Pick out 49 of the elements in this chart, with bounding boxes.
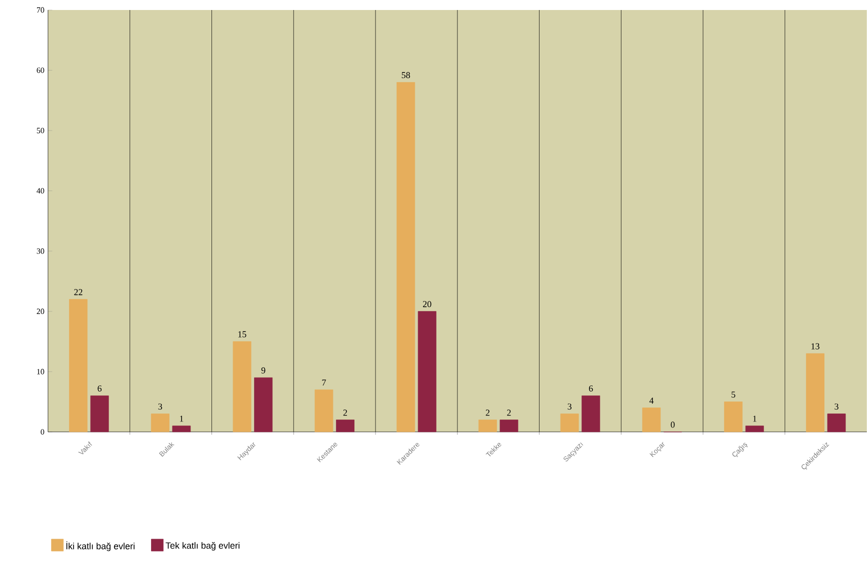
bar	[560, 414, 579, 432]
data-label: 0	[670, 422, 675, 428]
legend-label: İki katlı bağ evleri	[66, 541, 134, 552]
data-label: 3	[834, 404, 838, 410]
data-label: 1	[753, 416, 756, 422]
data-label: 20	[422, 301, 432, 308]
y-tick-label: 0	[40, 429, 44, 435]
y-tick-label: 20	[36, 308, 44, 314]
legend-label: Tek katlı bağ evleri	[166, 542, 240, 551]
data-label: 3	[568, 404, 572, 410]
bar	[724, 402, 743, 432]
y-tick-label: 50	[36, 128, 44, 134]
bar	[582, 396, 600, 432]
data-label: 22	[74, 289, 82, 296]
bar	[172, 426, 191, 432]
data-label: 9	[261, 367, 266, 374]
bar	[232, 341, 252, 432]
y-tick-label: 60	[36, 68, 44, 74]
y-tick-label: 30	[36, 248, 44, 254]
data-label: 5	[732, 392, 736, 398]
data-label: 7	[322, 380, 326, 386]
data-label: 15	[238, 331, 246, 338]
bar	[806, 353, 824, 432]
bar	[418, 311, 436, 432]
y-tick-label: 10	[37, 368, 44, 374]
data-label: 58	[402, 72, 410, 78]
bar	[396, 82, 416, 432]
data-label: 3	[158, 404, 162, 410]
data-label: 2	[507, 410, 511, 416]
y-tick-label: 70	[37, 7, 44, 13]
bar	[90, 396, 109, 432]
bar	[314, 390, 334, 432]
data-label: 4	[649, 398, 654, 404]
bar	[336, 420, 354, 432]
data-label: 6	[589, 386, 593, 392]
data-label: 6	[98, 386, 102, 392]
bar	[642, 408, 661, 432]
bar	[500, 420, 518, 432]
data-label: 1	[180, 416, 184, 422]
y-tick-label: 40	[36, 188, 44, 194]
bar	[150, 414, 170, 432]
bar	[69, 299, 88, 432]
data-label: 2	[486, 410, 490, 416]
data-label: 2	[343, 410, 347, 416]
bar	[827, 414, 846, 432]
bar	[254, 378, 273, 432]
bar	[478, 420, 497, 432]
bar	[745, 426, 764, 432]
data-label: 13	[812, 343, 820, 350]
